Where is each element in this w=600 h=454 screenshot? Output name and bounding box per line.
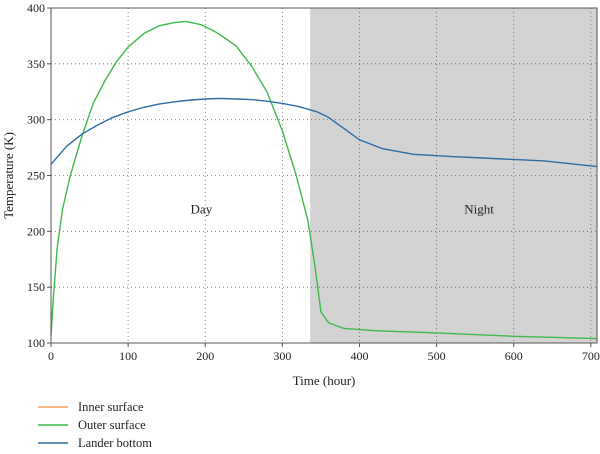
- series-line-outer-surface: [50, 20, 598, 340]
- y-axis: 100 150 200 250 300 350 400: [27, 1, 51, 350]
- x-tick-label-500: 500: [428, 349, 446, 363]
- x-tick-label-200: 200: [196, 349, 214, 363]
- y-axis-title: Temperature (K): [1, 132, 16, 219]
- y-tick-label-400: 400: [27, 1, 45, 15]
- legend-label-outer-surface: Outer surface: [78, 418, 146, 432]
- y-tick-label-300: 300: [27, 113, 45, 127]
- x-tick-label-400: 400: [350, 349, 368, 363]
- legend-label-lander-bottom: Lander bottom: [78, 436, 152, 450]
- region-label-night: Night: [464, 201, 494, 216]
- y-tick-label-200: 200: [27, 224, 45, 238]
- x-tick-label-600: 600: [505, 349, 523, 363]
- region-labels: Day Night: [191, 201, 495, 216]
- x-axis: 0 100 200 300 400 500 600 700: [48, 343, 600, 363]
- legend-label-inner-surface: Inner surface: [78, 400, 144, 414]
- y-tick-label-350: 350: [27, 57, 45, 71]
- series-line-lander-bottom: [50, 97, 598, 168]
- x-tick-label-700: 700: [582, 349, 600, 363]
- y-tick-label-250: 250: [27, 169, 45, 183]
- grid-layer: [51, 8, 597, 343]
- x-tick-label-100: 100: [119, 349, 137, 363]
- region-night-shade: [310, 8, 597, 343]
- x-tick-label-300: 300: [273, 349, 291, 363]
- legend: Inner surface Outer surface Lander bottom: [38, 400, 152, 450]
- series-layer: [50, 20, 598, 340]
- y-tick-label-100: 100: [27, 336, 45, 350]
- x-tick-label-0: 0: [48, 349, 54, 363]
- region-layer: [310, 8, 597, 343]
- y-tick-label-150: 150: [27, 280, 45, 294]
- region-label-day: Day: [191, 201, 213, 216]
- x-axis-title: Time (hour): [293, 373, 356, 388]
